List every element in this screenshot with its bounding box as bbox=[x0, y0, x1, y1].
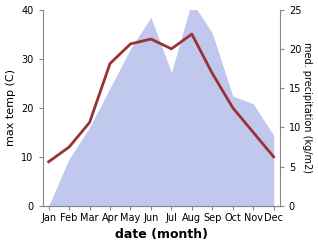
Y-axis label: max temp (C): max temp (C) bbox=[5, 69, 16, 146]
X-axis label: date (month): date (month) bbox=[115, 228, 208, 242]
Y-axis label: med. precipitation (kg/m2): med. precipitation (kg/m2) bbox=[302, 42, 313, 173]
